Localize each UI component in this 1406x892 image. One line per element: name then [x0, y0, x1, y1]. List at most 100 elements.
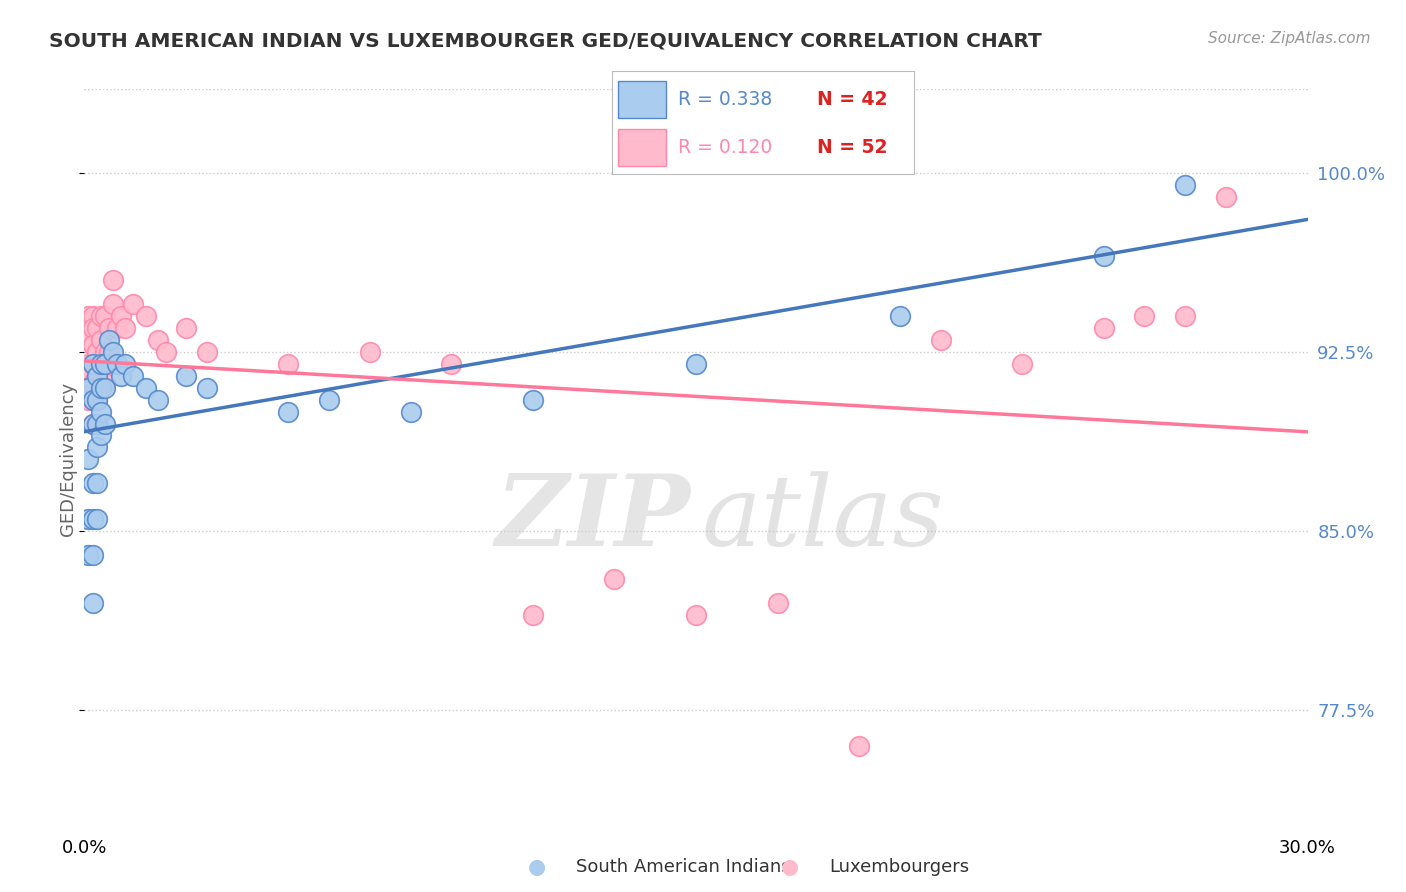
- Text: South American Indians: South American Indians: [576, 858, 792, 876]
- Point: [1133, 309, 1156, 323]
- Point: [685, 607, 707, 622]
- Point: [82, 337, 104, 351]
- Point: [318, 392, 340, 407]
- Point: [97, 321, 120, 335]
- Point: [77, 548, 100, 562]
- Point: [110, 368, 132, 383]
- Point: [86, 417, 108, 431]
- Point: [86, 368, 108, 383]
- Point: [93, 381, 115, 395]
- Text: R = 0.338: R = 0.338: [678, 89, 772, 109]
- Point: [90, 428, 112, 442]
- Point: [82, 376, 104, 390]
- Point: [105, 357, 128, 371]
- Point: [101, 345, 124, 359]
- Point: [848, 739, 870, 753]
- Point: [86, 321, 108, 335]
- Point: [77, 333, 100, 347]
- Point: [101, 297, 124, 311]
- Point: [174, 321, 197, 335]
- Point: [90, 357, 112, 371]
- Point: [86, 368, 108, 383]
- Point: [114, 321, 136, 335]
- Point: [90, 381, 112, 395]
- Text: ●: ●: [782, 857, 799, 877]
- Point: [86, 392, 108, 407]
- Point: [82, 392, 104, 407]
- Point: [1174, 178, 1197, 192]
- Point: [82, 417, 104, 431]
- Point: [195, 381, 218, 395]
- Point: [77, 392, 100, 407]
- Point: [93, 417, 115, 431]
- Point: [122, 297, 145, 311]
- Point: [105, 321, 128, 335]
- Point: [82, 548, 104, 562]
- Point: [77, 512, 100, 526]
- Y-axis label: GED/Equivalency: GED/Equivalency: [59, 383, 77, 536]
- Bar: [617, 128, 666, 166]
- Text: atlas: atlas: [702, 471, 945, 566]
- Point: [77, 357, 100, 371]
- Point: [77, 381, 100, 395]
- Point: [122, 368, 145, 383]
- Point: [77, 452, 100, 467]
- Point: [93, 345, 115, 359]
- Point: [195, 345, 218, 359]
- Point: [82, 357, 104, 371]
- Point: [135, 309, 157, 323]
- Point: [93, 376, 115, 390]
- Text: Source: ZipAtlas.com: Source: ZipAtlas.com: [1208, 31, 1371, 46]
- Point: [146, 392, 169, 407]
- Point: [97, 333, 120, 347]
- Point: [359, 345, 381, 359]
- Point: [522, 392, 544, 407]
- Point: [277, 357, 299, 371]
- Point: [86, 345, 108, 359]
- Point: [90, 333, 112, 347]
- Point: [93, 309, 115, 323]
- Text: N = 52: N = 52: [817, 137, 887, 157]
- Point: [82, 476, 104, 491]
- Point: [1092, 321, 1115, 335]
- Point: [82, 321, 104, 335]
- Point: [86, 441, 108, 455]
- Point: [86, 417, 108, 431]
- Point: [86, 512, 108, 526]
- Point: [440, 357, 463, 371]
- Point: [110, 309, 132, 323]
- Point: [889, 309, 911, 323]
- Point: [90, 404, 112, 418]
- Text: Luxembourgers: Luxembourgers: [830, 858, 970, 876]
- Point: [82, 357, 104, 371]
- Text: SOUTH AMERICAN INDIAN VS LUXEMBOURGER GED/EQUIVALENCY CORRELATION CHART: SOUTH AMERICAN INDIAN VS LUXEMBOURGER GE…: [49, 31, 1042, 50]
- Point: [135, 381, 157, 395]
- Point: [146, 333, 169, 347]
- Point: [522, 607, 544, 622]
- Point: [1174, 309, 1197, 323]
- Point: [603, 572, 626, 586]
- Point: [399, 404, 422, 418]
- Point: [1011, 357, 1033, 371]
- Point: [82, 417, 104, 431]
- Point: [929, 333, 952, 347]
- Point: [277, 404, 299, 418]
- Point: [90, 357, 112, 371]
- Point: [86, 476, 108, 491]
- Point: [86, 392, 108, 407]
- Point: [101, 273, 124, 287]
- Point: [77, 368, 100, 383]
- Point: [82, 392, 104, 407]
- Point: [174, 368, 197, 383]
- Point: [82, 309, 104, 323]
- Point: [82, 512, 104, 526]
- Point: [90, 381, 112, 395]
- Point: [82, 596, 104, 610]
- Point: [93, 357, 115, 371]
- Point: [97, 345, 120, 359]
- Text: ZIP: ZIP: [495, 470, 690, 566]
- Point: [685, 357, 707, 371]
- Point: [155, 345, 177, 359]
- Bar: [617, 80, 666, 118]
- Point: [766, 596, 789, 610]
